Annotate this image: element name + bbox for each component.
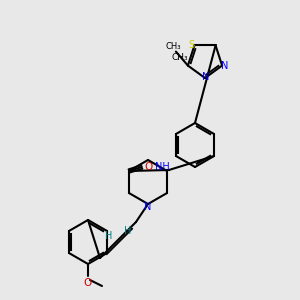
Text: S: S xyxy=(188,40,194,50)
Text: CH₃: CH₃ xyxy=(172,53,188,62)
Text: CH₃: CH₃ xyxy=(165,42,181,51)
Text: O: O xyxy=(145,162,153,172)
Text: H: H xyxy=(124,226,132,236)
Text: NH: NH xyxy=(154,162,169,172)
Text: H: H xyxy=(105,231,113,241)
Text: O: O xyxy=(84,278,92,288)
Text: N: N xyxy=(144,202,152,212)
Text: N: N xyxy=(202,72,210,82)
Text: N: N xyxy=(221,61,229,70)
